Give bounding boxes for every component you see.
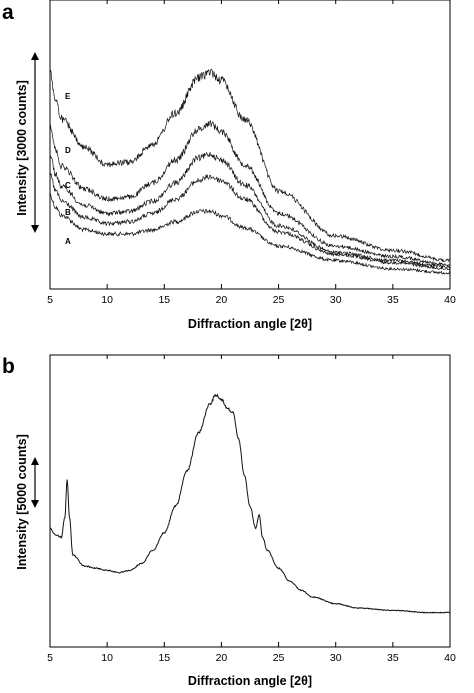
panel-a-frame [49, 0, 451, 290]
panel-a-series-labels: A B C D E [65, 92, 71, 246]
panel-a: a 5 10 15 20 25 30 35 40 A B C D E Intensity [3000 … [2, 0, 456, 331]
panel-a-series-lines [49, 68, 451, 275]
panel-a-x-tick-label: 10 [101, 294, 113, 306]
panel-a-x-tick-label: 40 [444, 294, 456, 306]
panel-a-scale-bar [31, 52, 39, 233]
panel-b-x-tick-label: 25 [273, 652, 285, 664]
panel-a-series-c [49, 151, 451, 269]
panel-a-series-b [49, 173, 451, 271]
panel-a-series-e [49, 68, 451, 263]
panel-b-series-lines [49, 393, 451, 614]
panel-b-x-tick-label: 20 [216, 652, 228, 664]
panel-a-x-axis-title: Diffraction angle [2θ] [188, 317, 312, 331]
panel-b-series-line [49, 393, 451, 614]
panel-a-x-ticks: 5 10 15 20 25 30 35 40 [47, 0, 456, 306]
series-label-e: E [65, 92, 71, 101]
panel-a-series-a [49, 193, 450, 275]
series-label-c: C [65, 181, 71, 190]
panel-b-y-axis-title: Intensity [5000 counts] [15, 434, 29, 569]
panel-a-label: a [2, 1, 14, 24]
panel-a-x-tick-label: 15 [158, 294, 170, 306]
panel-b-x-tick-label: 10 [101, 652, 113, 664]
panel-a-x-tick-label: 35 [387, 294, 399, 306]
panel-a-y-axis-title: Intensity [3000 counts] [15, 80, 29, 215]
panel-b: b 5 10 15 20 25 30 35 40 Intensity [5000 counts… [2, 354, 456, 688]
panel-b-x-axis-title: Diffraction angle [2θ] [188, 674, 312, 688]
panel-a-x-tick-label: 30 [330, 294, 342, 306]
panel-b-scale-bar [31, 457, 39, 508]
panel-b-x-tick-label: 5 [47, 652, 53, 664]
panel-a-x-tick-label: 5 [47, 294, 53, 306]
panel-b-x-ticks: 5 10 15 20 25 30 35 40 [47, 355, 456, 664]
series-label-d: D [65, 146, 71, 155]
panel-b-x-tick-label: 35 [387, 652, 399, 664]
panel-b-x-tick-label: 30 [330, 652, 342, 664]
panel-b-label: b [2, 355, 15, 378]
panel-b-x-tick-label: 40 [444, 652, 456, 664]
series-label-b: B [65, 208, 71, 217]
panel-a-x-tick-label: 25 [273, 294, 285, 306]
panel-b-x-tick-label: 15 [158, 652, 170, 664]
panel-b-frame [49, 354, 451, 648]
series-label-a: A [65, 237, 71, 246]
panel-a-x-tick-label: 20 [216, 294, 228, 306]
panel-a-series-d [49, 119, 451, 267]
